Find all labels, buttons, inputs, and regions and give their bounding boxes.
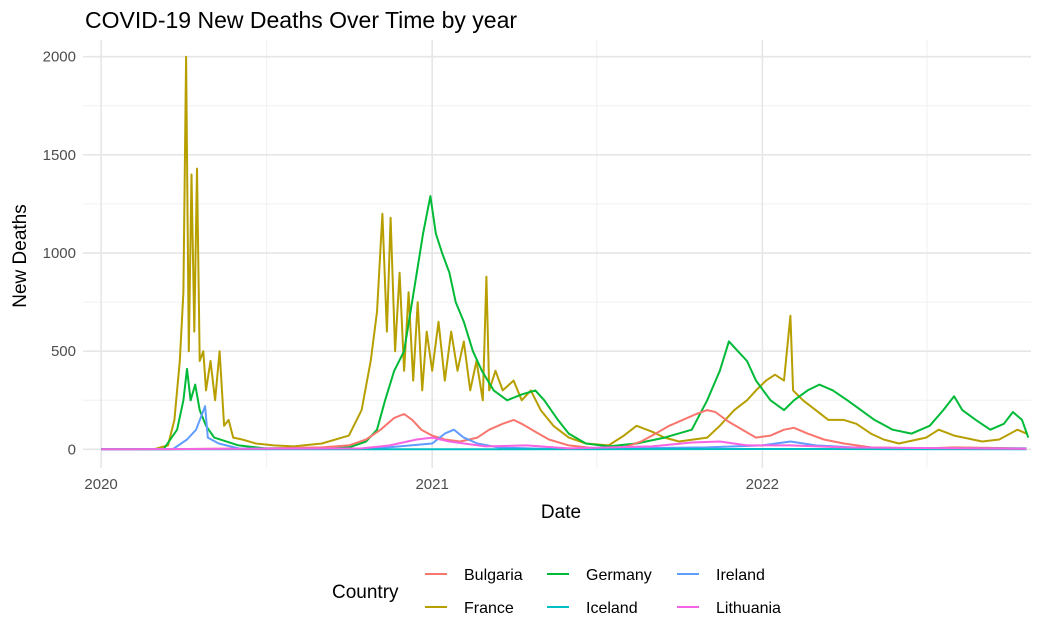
legend-label: France	[464, 600, 514, 617]
x-axis-title: Date	[541, 502, 581, 523]
series-line-germany	[101, 195, 1030, 451]
legend-label: Iceland	[586, 600, 638, 617]
series-layer	[101, 55, 1030, 451]
series-line-france	[101, 55, 1027, 451]
legend-item-lithuania: Lithuania	[677, 600, 781, 617]
legend-item-iceland: Iceland	[547, 600, 638, 617]
x-tick-label: 2021	[415, 476, 448, 493]
x-axis-tick-labels: 2020 2021 2022	[84, 476, 779, 493]
y-axis-title: New Deaths	[10, 204, 31, 308]
y-tick-label: 1000	[43, 245, 76, 262]
legend-item-germany: Germany	[547, 567, 652, 584]
y-tick-label: 2000	[43, 49, 76, 66]
y-tick-label: 0	[68, 441, 76, 458]
legend-item-france: France	[425, 600, 514, 617]
series-line-bulgaria	[101, 409, 1027, 451]
legend-label: Lithuania	[716, 600, 781, 617]
legend-label: Bulgaria	[464, 567, 523, 584]
series-line-lithuania	[101, 436, 1027, 451]
legend-item-bulgaria: Bulgaria	[425, 567, 523, 584]
x-tick-label: 2020	[84, 476, 117, 493]
legend-label: Ireland	[716, 567, 765, 584]
legend-item-ireland: Ireland	[677, 567, 765, 584]
y-tick-label: 1500	[43, 147, 76, 164]
legend-title: Country	[332, 582, 399, 603]
chart-title: COVID-19 New Deaths Over Time by year	[85, 7, 517, 33]
legend: Bulgaria France Germany Iceland Ireland Lithu…	[425, 567, 781, 617]
grid	[83, 40, 1031, 468]
legend-label: Germany	[586, 567, 652, 584]
y-tick-label: 500	[51, 343, 76, 360]
y-axis-tick-labels: 0 500 1000 1500 2000	[43, 49, 76, 459]
x-tick-label: 2022	[746, 476, 779, 493]
